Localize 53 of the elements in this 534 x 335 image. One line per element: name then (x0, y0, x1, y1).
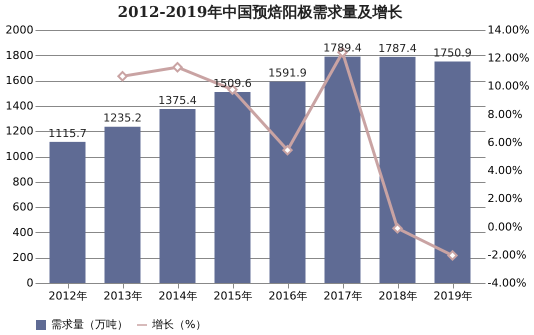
legend-label: 需求量（万吨） (51, 318, 128, 331)
y-tick-label: 200 (12, 251, 34, 264)
y2-tick-label: 10.00% (488, 80, 530, 93)
x-tick-label: 2019年 (434, 290, 472, 302)
point (282, 144, 293, 156)
bar (104, 126, 140, 283)
y-tick-label: 800 (12, 175, 34, 188)
y-tick-label: 1800 (6, 48, 34, 62)
y2-tick-label: 6.00% (488, 136, 522, 149)
y2-tick-label: -2.00% (488, 248, 526, 262)
y-tick-label: 2000 (6, 24, 34, 36)
data-label: 1591.9 (268, 66, 307, 80)
data-label: 1375.4 (158, 94, 197, 108)
bar (160, 109, 196, 283)
point (447, 250, 458, 261)
y-tick-label: 1200 (6, 124, 34, 138)
y-tick-label: 0 (26, 276, 34, 290)
y-tick-label: 1400 (6, 99, 34, 112)
y2-tick-label: 4.00% (488, 164, 522, 178)
y-tick-label: 600 (12, 200, 34, 214)
data-label: 1750.9 (433, 46, 472, 60)
y-tick-label: 400 (12, 226, 34, 239)
x-tick-label: 2013年 (104, 290, 142, 302)
bar (380, 56, 416, 283)
y2-tick-label: 2.00% (488, 192, 522, 206)
legend-label: 增长（%） (151, 318, 206, 331)
chart-title: 2012-2019年中国预焙阳极需求量及增长 (118, 3, 404, 21)
y-tick-label: 1600 (6, 74, 34, 88)
y2-tick-label: 0.00% (488, 220, 522, 234)
data-label: 1115.7 (48, 126, 87, 140)
point (117, 71, 128, 82)
y2-tick-label: 14.00% (488, 24, 530, 36)
x-tick-label: 2018年 (378, 290, 418, 302)
x-tick-label: 2012年 (48, 290, 88, 302)
x-tick-label: 2016年 (268, 290, 308, 302)
data-label: 1509.6 (213, 77, 252, 90)
x-tick-label: 2017年 (324, 290, 362, 302)
data-label: 1787.4 (378, 42, 417, 55)
x-tick-label: 2014年 (158, 290, 198, 302)
point (172, 62, 183, 72)
x-tick-label: 2015年 (214, 290, 252, 302)
bar (434, 62, 470, 283)
y2-tick-label: -4.00% (488, 276, 526, 290)
y-tick-label: 1000 (6, 150, 34, 163)
y2-tick-label: 8.00% (488, 108, 522, 121)
y2-tick-label: 12.00% (488, 52, 530, 65)
point (392, 223, 403, 234)
data-label: 1789.4 (323, 42, 362, 55)
bar (270, 82, 306, 283)
data-label: 1235.2 (103, 112, 142, 125)
bar (324, 56, 360, 283)
bar (214, 92, 250, 283)
bar (50, 142, 86, 283)
